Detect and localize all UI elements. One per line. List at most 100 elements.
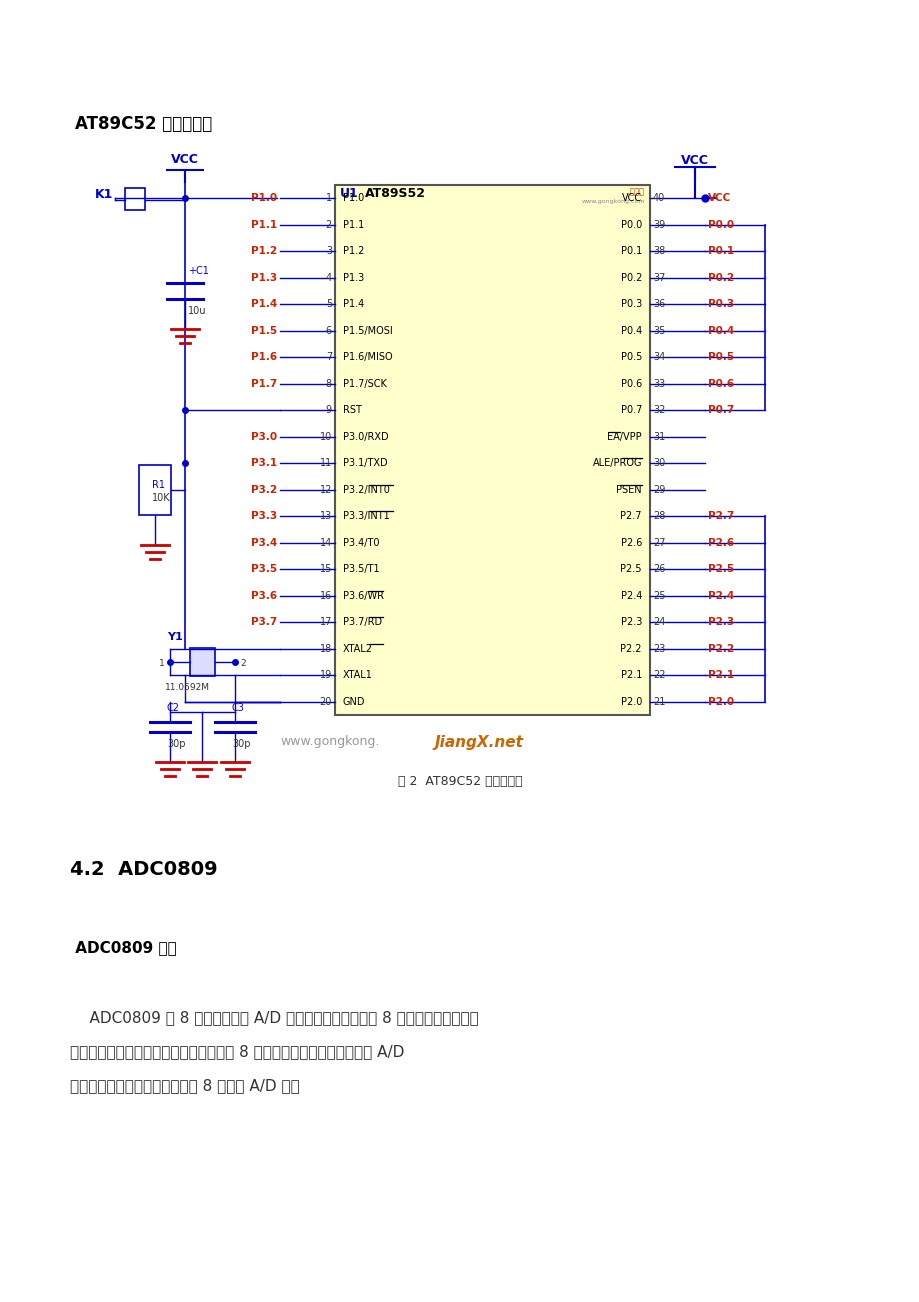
Text: AT89C52 的最小电路: AT89C52 的最小电路: [75, 115, 212, 133]
Text: 29: 29: [652, 484, 664, 495]
Text: 21: 21: [652, 697, 664, 707]
Text: 18: 18: [320, 643, 332, 654]
Text: 30p: 30p: [232, 738, 250, 749]
Text: www.gongkong.: www.gongkong.: [279, 736, 379, 749]
Text: 中国工: 中国工: [630, 187, 644, 197]
Text: P3.6/WR: P3.6/WR: [343, 591, 383, 600]
Text: 14: 14: [320, 538, 332, 548]
Text: 25: 25: [652, 591, 664, 600]
Text: P1.6/MISO: P1.6/MISO: [343, 353, 392, 362]
Text: 22: 22: [652, 671, 664, 680]
Text: XTAL1: XTAL1: [343, 671, 372, 680]
Text: P0.7: P0.7: [620, 405, 641, 415]
Text: P1.1: P1.1: [251, 220, 277, 229]
Text: 11.0592M: 11.0592M: [165, 682, 210, 691]
Text: P2.1: P2.1: [708, 671, 733, 680]
Text: 16: 16: [320, 591, 332, 600]
Bar: [125, 187, 145, 210]
Text: P0.0: P0.0: [620, 220, 641, 229]
Text: P0.0: P0.0: [708, 220, 733, 229]
Text: 11: 11: [320, 458, 332, 469]
Text: 6: 6: [325, 326, 332, 336]
Text: 9: 9: [325, 405, 332, 415]
Text: P2.5: P2.5: [708, 564, 733, 574]
Text: P2.2: P2.2: [708, 643, 733, 654]
Text: P1.4: P1.4: [251, 299, 277, 310]
Text: AT89S52: AT89S52: [365, 187, 425, 201]
Text: 24: 24: [652, 617, 664, 628]
Text: K1: K1: [95, 189, 113, 202]
Text: R1: R1: [152, 479, 165, 490]
Text: 28: 28: [652, 512, 664, 521]
Text: +C1: +C1: [187, 266, 209, 276]
Text: P1.2: P1.2: [343, 246, 364, 256]
Text: P1.1: P1.1: [343, 220, 364, 229]
Text: ALE/PROG: ALE/PROG: [592, 458, 641, 469]
Text: 36: 36: [652, 299, 664, 310]
Text: P2.4: P2.4: [620, 591, 641, 600]
Text: P0.2: P0.2: [620, 272, 641, 283]
Text: P3.2: P3.2: [251, 484, 277, 495]
Text: P3.5: P3.5: [251, 564, 277, 574]
Text: P2.5: P2.5: [619, 564, 641, 574]
Text: 26: 26: [652, 564, 664, 574]
Text: GND: GND: [343, 697, 365, 707]
Text: 4.2  ADC0809: 4.2 ADC0809: [70, 861, 218, 879]
Text: 3: 3: [325, 246, 332, 256]
Text: JiangX.net: JiangX.net: [435, 736, 523, 750]
Text: C3: C3: [232, 703, 244, 712]
Text: P0.7: P0.7: [708, 405, 733, 415]
Text: 37: 37: [652, 272, 664, 283]
Text: 转换。是目前国内应用最广泛的 8 位通用 A/D 芯片: 转换。是目前国内应用最广泛的 8 位通用 A/D 芯片: [70, 1078, 300, 1092]
Text: 39: 39: [652, 220, 664, 229]
Text: P1.3: P1.3: [251, 272, 277, 283]
Text: 13: 13: [320, 512, 332, 521]
Text: 图 2  AT89C52 最小电路图: 图 2 AT89C52 最小电路图: [397, 775, 522, 788]
Text: 5: 5: [325, 299, 332, 310]
Text: VCC: VCC: [171, 154, 199, 165]
Text: 35: 35: [652, 326, 664, 336]
Text: 34: 34: [652, 353, 664, 362]
Text: VCC: VCC: [621, 193, 641, 203]
Text: P3.1/TXD: P3.1/TXD: [343, 458, 387, 469]
Text: 40: 40: [652, 193, 664, 203]
Text: P3.7: P3.7: [251, 617, 277, 628]
Text: P0.2: P0.2: [708, 272, 733, 283]
Text: P0.1: P0.1: [708, 246, 733, 256]
Text: 12: 12: [319, 484, 332, 495]
Text: U1: U1: [340, 187, 358, 201]
Text: P0.4: P0.4: [620, 326, 641, 336]
Text: 23: 23: [652, 643, 664, 654]
Text: P3.2/INT0: P3.2/INT0: [343, 484, 390, 495]
Text: P3.4: P3.4: [251, 538, 277, 548]
Text: 以根据地址码锁存译码后的信号，只选通 8 路模拟输入信号中的一个进行 A/D: 以根据地址码锁存译码后的信号，只选通 8 路模拟输入信号中的一个进行 A/D: [70, 1044, 404, 1059]
Text: P2.3: P2.3: [708, 617, 733, 628]
Text: P2.1: P2.1: [620, 671, 641, 680]
Text: P1.6: P1.6: [251, 353, 277, 362]
Text: www.gongkong.com: www.gongkong.com: [581, 199, 644, 204]
Text: 1: 1: [159, 660, 165, 668]
Text: P3.0/RXD: P3.0/RXD: [343, 432, 388, 441]
Bar: [190, 648, 215, 676]
Text: P0.6: P0.6: [620, 379, 641, 389]
Text: P2.4: P2.4: [708, 591, 733, 600]
Text: P2.0: P2.0: [620, 697, 641, 707]
Text: P1.4: P1.4: [343, 299, 364, 310]
Text: P1.0: P1.0: [343, 193, 364, 203]
Text: P1.0: P1.0: [251, 193, 277, 203]
Text: 1: 1: [325, 193, 332, 203]
Text: P3.7/RD: P3.7/RD: [343, 617, 381, 628]
Text: P2.6: P2.6: [708, 538, 733, 548]
Bar: [139, 465, 171, 514]
Text: P3.3/INT1: P3.3/INT1: [343, 512, 390, 521]
Text: PSEN: PSEN: [616, 484, 641, 495]
Text: 38: 38: [652, 246, 664, 256]
Text: P3.4/T0: P3.4/T0: [343, 538, 380, 548]
Text: 31: 31: [652, 432, 664, 441]
Text: 32: 32: [652, 405, 664, 415]
Text: P0.5: P0.5: [620, 353, 641, 362]
Text: 33: 33: [652, 379, 664, 389]
Text: 30: 30: [652, 458, 664, 469]
Text: 10K: 10K: [152, 492, 170, 503]
Text: P1.2: P1.2: [251, 246, 277, 256]
